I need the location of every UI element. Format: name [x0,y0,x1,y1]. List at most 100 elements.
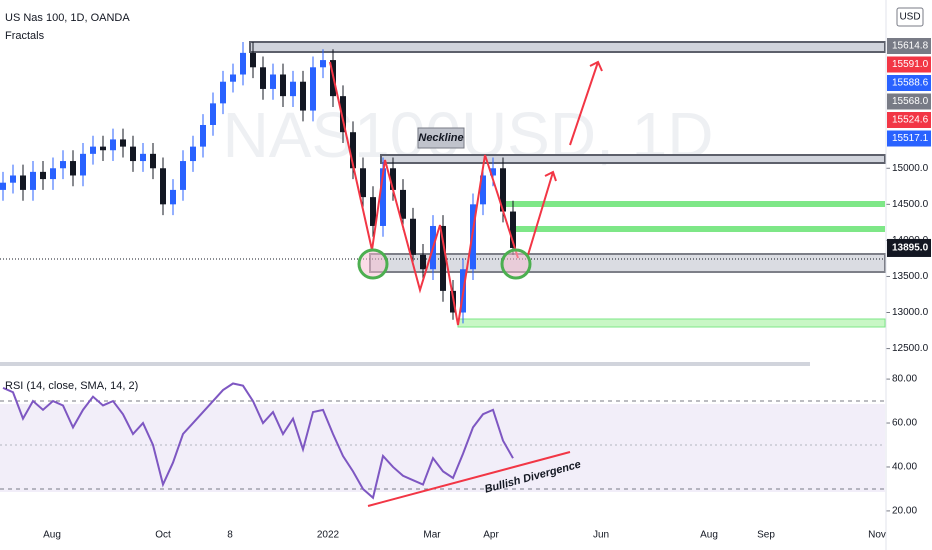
price-label: 15591.0 [892,59,929,70]
candle-body [130,146,136,162]
x-tick-label: Aug [700,530,718,541]
candle-body [0,182,6,190]
candle-body [110,139,116,151]
highlight-circle [500,248,532,280]
candle-body [290,81,296,97]
y-tick-label: 80.00 [892,374,917,385]
price-label-box [887,56,931,73]
last-price-box [887,238,931,257]
price-label: 15517.1 [892,133,929,144]
rsi-line [2,382,514,500]
candle-body [380,168,386,226]
candle-body [90,146,96,154]
price-label: 15524.6 [892,115,929,126]
price-label-box [887,112,931,128]
pattern-line [329,61,519,326]
candle-body [230,74,236,82]
annotation-box [417,127,465,149]
candle-body [220,81,226,104]
candle-body [50,168,56,180]
currency-box [896,7,924,27]
y-tick-label: 14500.0 [892,199,929,210]
candle-body [270,74,276,89]
x-tick-label: 2022 [317,530,340,541]
candle-body [140,153,146,162]
target-line [457,318,886,328]
candle-body [260,67,266,89]
chart-title: US Nas 100, 1D, OANDA [5,12,130,24]
candle-body [480,175,486,205]
rsi-title: RSI (14, close, SMA, 14, 2) [5,380,138,392]
x-tick-label: Aug [43,530,61,541]
candle-body [360,168,366,198]
y-tick-label: 15000.0 [892,163,929,174]
candle-body [250,52,256,68]
candle-body [240,52,246,75]
x-tick-label: Sep [757,530,775,541]
last-price: 13895.0 [892,243,929,254]
neckline-zone [380,154,886,164]
projection-arrow [527,60,603,256]
price-label-box [887,130,931,147]
candle-body [340,96,346,133]
candle-body [120,139,126,147]
candle-body [210,103,216,125]
candle-body [400,189,406,219]
highlight-circle [357,248,389,280]
candle-body [80,153,86,176]
x-tick-label: 8 [227,530,233,541]
candle-body [350,132,356,169]
candle-body [60,161,66,169]
x-tick-label: Oct [155,530,171,541]
candle-body [100,146,106,151]
candle-body [70,161,76,176]
candle-body [490,168,496,176]
candle-body [280,74,286,97]
candle-body [200,124,206,147]
candle-body [370,197,376,226]
divergence-line [367,451,571,507]
candle-body [10,175,16,183]
candle-body [410,218,416,255]
candle-body [30,171,36,190]
resistance-zone [249,41,886,53]
x-tick-label: Mar [423,530,441,541]
y-tick-label: 12500.0 [892,343,929,354]
candle-body [170,189,176,205]
price-label: 15614.8 [892,41,929,52]
target-line [505,201,885,207]
rsi-band [0,404,885,492]
candle-body [300,81,306,111]
price-label-box [887,93,931,110]
y-tick-label: 13000.0 [892,307,929,318]
candle-body [190,146,196,162]
candle-body [420,254,426,270]
indicator-label: Fractals [5,30,45,42]
candle-body [390,168,396,190]
candle-body [510,211,516,248]
candle-body [180,161,186,190]
annotation: Neckline [418,132,463,144]
x-tick-label: Nov [868,530,886,541]
candle-body [440,225,446,291]
x-tick-label: Jun [593,530,609,541]
candle-body [20,175,26,190]
y-tick-label: 13500.0 [892,271,929,282]
candle-body [40,171,46,180]
pane-separator [0,362,810,366]
price-label-box [887,38,931,54]
price-label: 15588.6 [892,78,929,89]
y-tick-label: 60.00 [892,418,917,429]
candle-body [500,168,506,212]
y-tick-label: 20.00 [892,506,917,517]
currency: USD [899,12,920,23]
candle-body [320,60,326,68]
y-tick-label: 40.00 [892,462,917,473]
candle-body [160,168,166,205]
price-label-box [887,75,931,91]
price-label: 15568.0 [892,96,929,107]
x-tick-label: Apr [483,530,499,541]
candle-body [150,153,156,169]
candle-body [310,67,316,111]
